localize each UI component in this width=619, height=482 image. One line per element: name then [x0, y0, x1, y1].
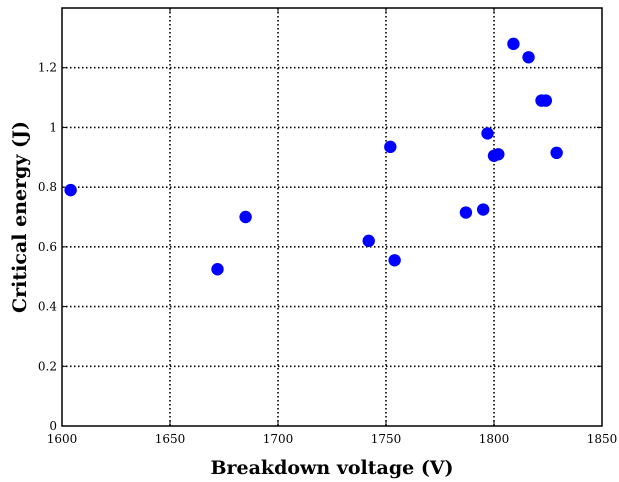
- y-axis-title: Critical energy (J): [9, 121, 31, 313]
- axis-ticks: 1600 1650 1700 1750 1800 1850 0 0.2 0.4 0.6 0.8 1 1.…: [38, 8, 617, 446]
- data-point: [64, 183, 77, 197]
- grid: [62, 8, 602, 426]
- data-point: [211, 263, 224, 276]
- x-tick-label: 1850: [587, 432, 618, 446]
- y-tick-label: 0.6: [38, 240, 57, 254]
- data-point: [459, 206, 473, 219]
- x-tick-label: 1800: [479, 432, 510, 446]
- x-tick-label: 1750: [371, 432, 402, 446]
- x-tick-label: 1700: [263, 432, 294, 446]
- data-point: [522, 51, 535, 64]
- x-tick-label: 1650: [155, 432, 186, 446]
- y-tick-label: 0: [49, 419, 57, 433]
- data-point: [239, 210, 252, 224]
- y-tick-label: 1.2: [38, 61, 57, 75]
- data-point: [539, 94, 553, 107]
- data-point: [481, 127, 494, 140]
- data-point: [477, 203, 490, 216]
- x-axis-title: Breakdown voltage (V): [210, 457, 453, 479]
- y-tick-label: 0.8: [38, 180, 57, 194]
- y-tick-label: 0.2: [38, 359, 57, 373]
- data-point: [362, 234, 375, 248]
- y-tick-label: 1: [49, 120, 57, 134]
- data-point: [388, 254, 401, 267]
- data-point: [384, 140, 397, 154]
- data-point: [492, 148, 505, 161]
- y-tick-label: 0.4: [38, 300, 57, 314]
- plot-area: [61, 7, 603, 427]
- data-points: [64, 37, 563, 276]
- data-point: [550, 146, 563, 160]
- x-tick-label: 1600: [47, 432, 78, 446]
- data-point: [507, 37, 520, 51]
